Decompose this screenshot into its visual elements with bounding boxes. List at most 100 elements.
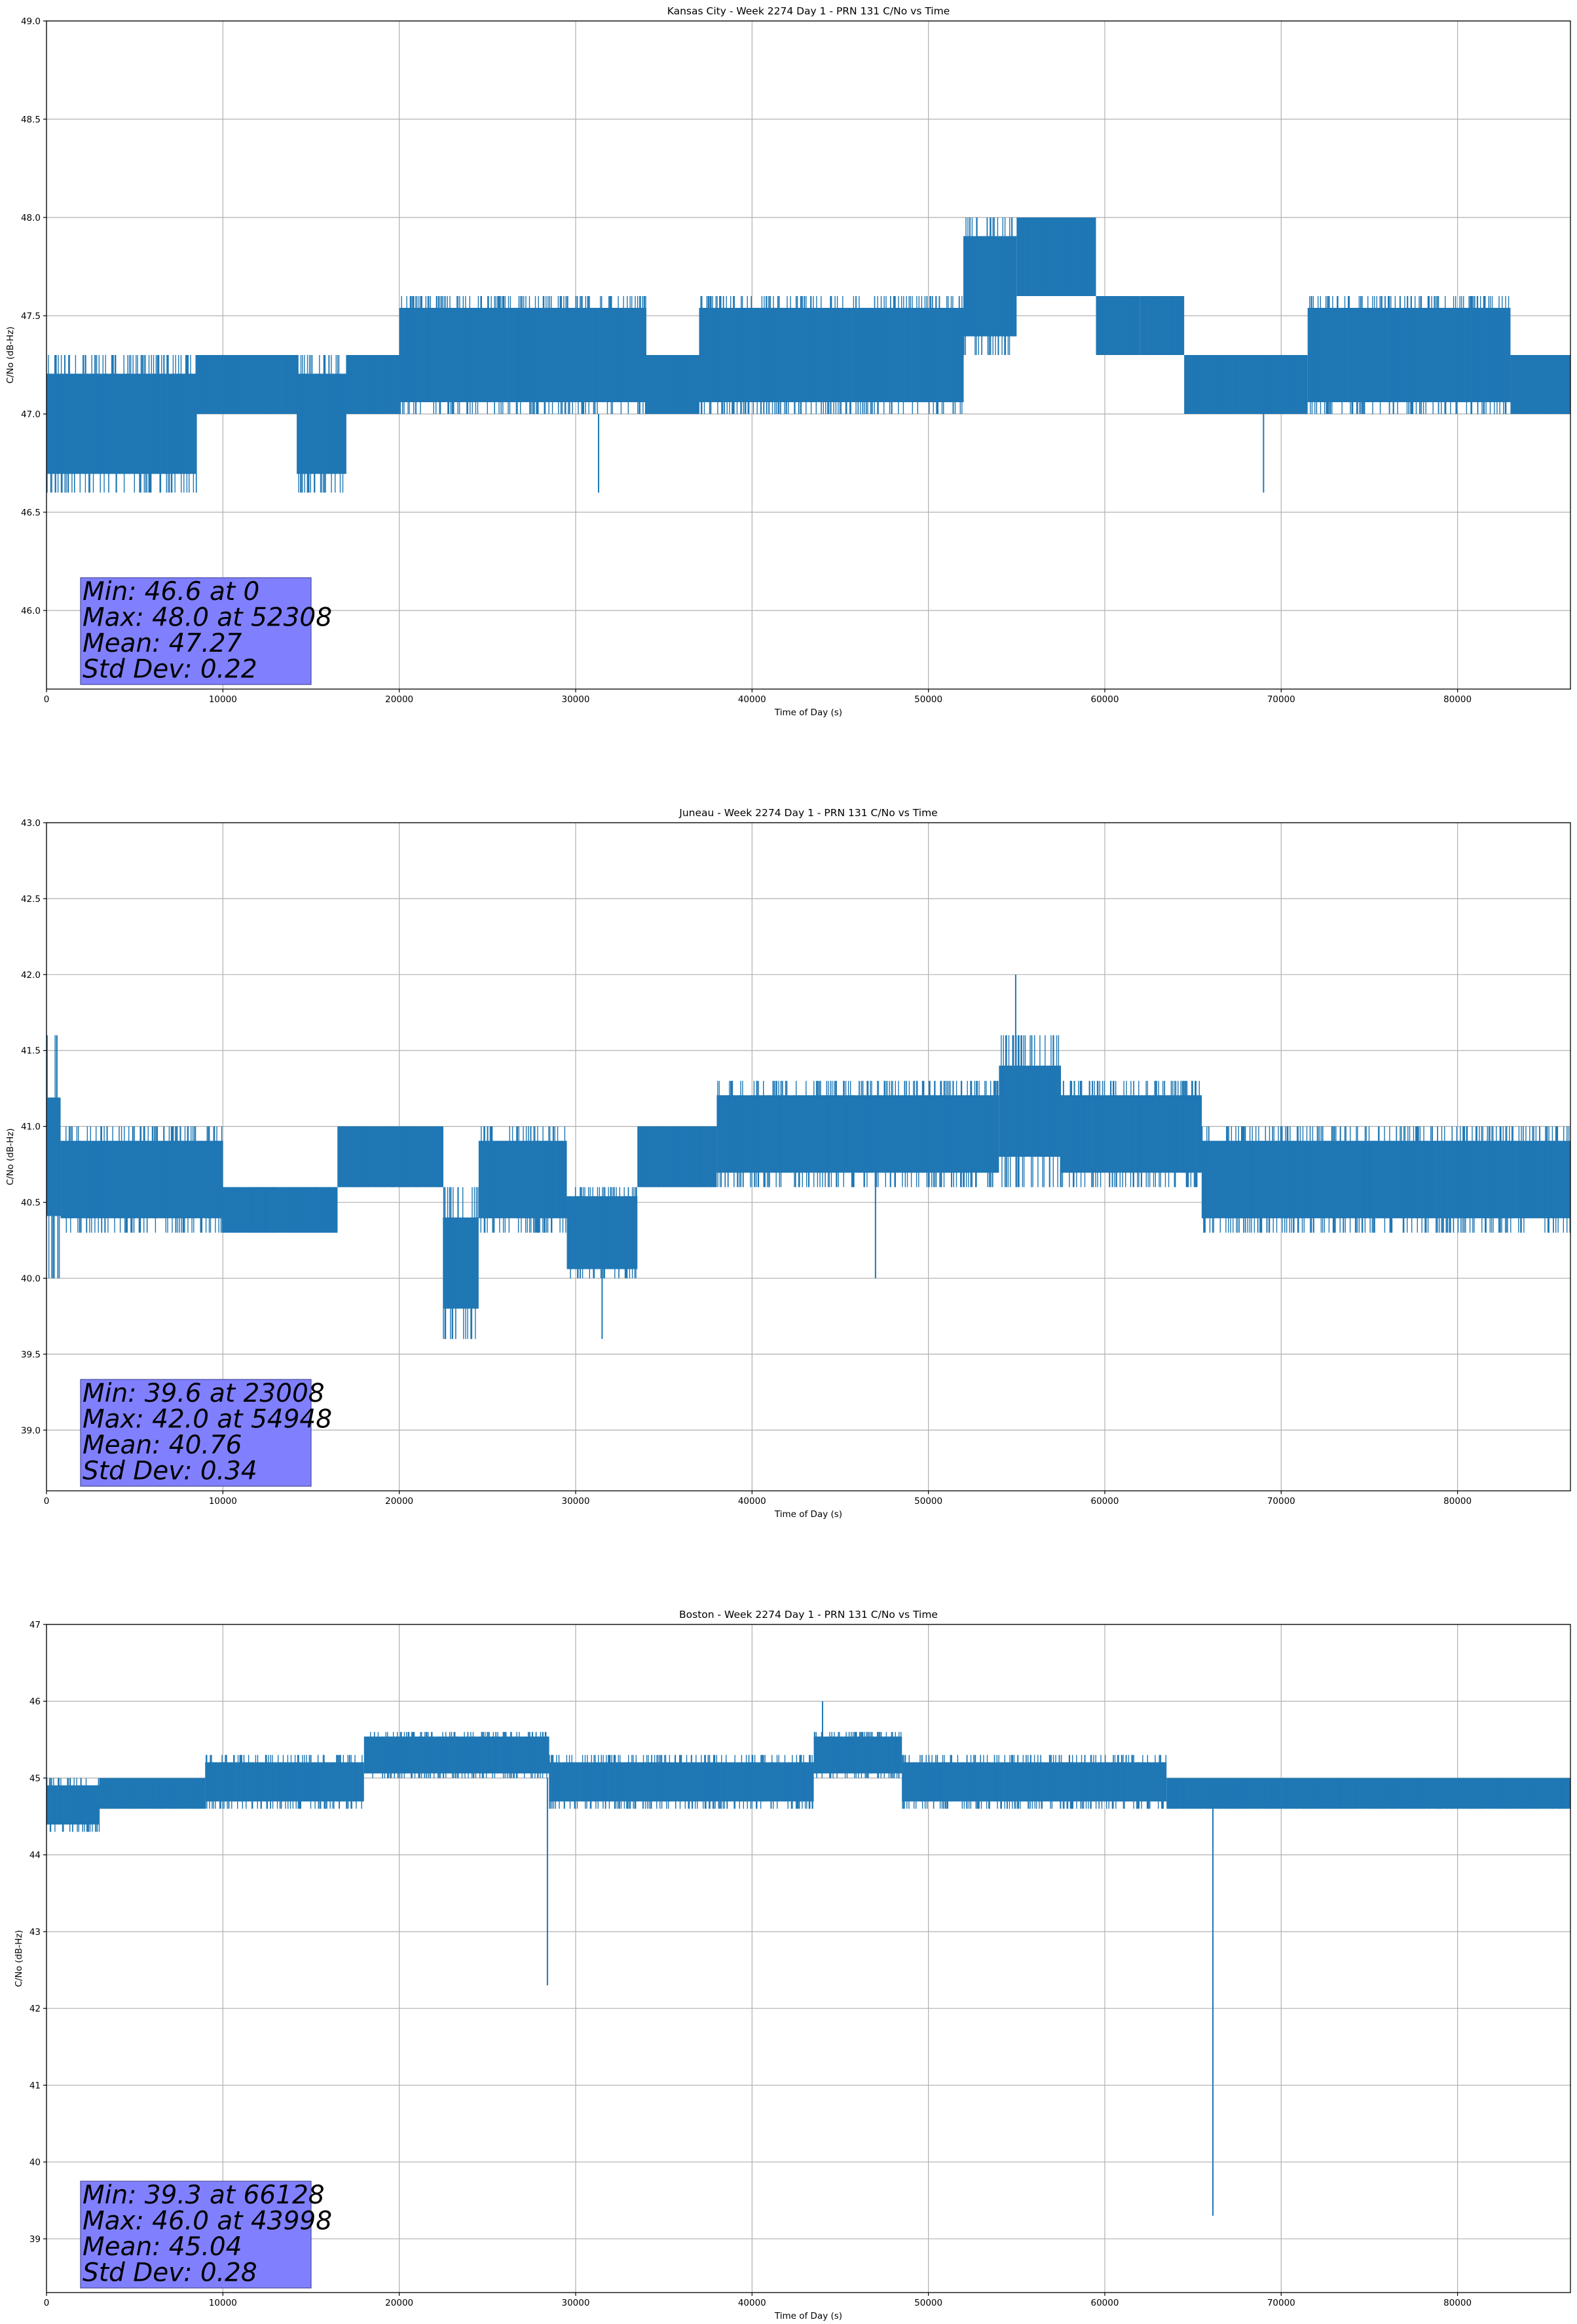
stats-box [80,577,312,685]
chart-panel-1: 0 10000 20000 30000 40000 50000 60000 70000 8000… [5,5,1571,718]
band-jitter [443,1187,479,1340]
band-jitter [196,355,298,414]
band-jitter [1001,1035,1061,1188]
x-tick-label: 0 [44,1496,50,1507]
band-jitter [65,1126,223,1233]
x-tick-label: 40000 [738,694,766,705]
x-tick-label: 70000 [1267,1496,1295,1507]
stats-line: Max: 46.0 at 43998 [83,2207,332,2236]
stats-line: Max: 42.0 at 54948 [83,1405,332,1434]
axes-frame [46,822,1571,1491]
y-tick-label: 46.5 [21,508,41,518]
y-tick-label: 46.0 [21,606,41,616]
y-tick-label: 39.0 [21,1425,41,1436]
band-jitter [1140,296,1184,355]
x-tick-label: 0 [44,2298,50,2308]
stats-line: Std Dev: 0.34 [83,1457,257,1486]
y-tick-label: 40.0 [21,1273,41,1284]
band-jitter [346,355,399,414]
chart-panel-2: 0 10000 20000 30000 40000 50000 60000 70000 8000… [5,807,1571,1520]
stats-line: Min: 46.6 at 0 [83,577,259,607]
band-core [363,1736,549,1774]
y-tick-label: 41.0 [21,1122,41,1133]
y-tick-label: 39.5 [21,1349,41,1360]
stats-line: Min: 39.6 at 23008 [83,1379,325,1408]
band-jitter [1017,217,1096,296]
stats-box [80,2181,312,2289]
x-axis-label: Time of Day (s) [774,1509,842,1520]
band-jitter [1185,355,1307,414]
band-jitter [1333,1126,1570,1233]
y-axis-label: C/No (dB-Hz) [5,326,16,383]
y-tick-label: 44 [29,1850,41,1861]
band-jitter [1309,296,1510,414]
y-axis-label: C/No (dB-Hz) [14,1930,24,1987]
band-jitter [46,355,197,493]
axes-frame [46,1624,1571,2293]
x-tick-label: 30000 [562,2298,590,2308]
y-tick-label: 42 [29,2004,41,2014]
x-tick-label: 60000 [1090,694,1119,705]
band-jitter [46,1035,60,1279]
chart-title: Kansas City - Week 2274 Day 1 - PRN 131 … [667,5,950,17]
band-jitter [399,296,646,414]
y-tick-label: 45 [29,1773,41,1784]
chart-title: Juneau - Week 2274 Day 1 - PRN 131 C/No … [678,807,937,819]
y-tick-label: 43.0 [21,818,41,829]
stats-line: Mean: 47.27 [83,629,242,658]
band-jitter [639,1126,715,1188]
band-jitter [1168,1778,1567,1809]
x-tick-label: 20000 [385,694,413,705]
x-tick-label: 0 [44,694,50,705]
x-tick-label: 80000 [1443,2298,1472,2308]
x-tick-label: 60000 [1090,2298,1119,2308]
y-tick-label: 47 [29,1620,41,1630]
stats-line: Std Dev: 0.28 [83,2258,257,2288]
x-tick-label: 10000 [209,694,237,705]
stats-line: Min: 39.3 at 66128 [83,2181,325,2210]
y-tick-label: 40.5 [21,1198,41,1209]
band-jitter [1201,1126,1335,1233]
axes-frame [46,20,1571,690]
x-tick-label: 50000 [914,694,942,705]
stats-line: Std Dev: 0.22 [83,655,257,684]
band-jitter [549,1755,813,1809]
band-core [1202,1140,1335,1218]
series-line [46,1701,1570,2216]
y-tick-label: 47.5 [21,311,41,322]
chart-title: Boston - Week 2274 Day 1 - PRN 131 C/No … [679,1609,938,1621]
band-jitter [205,1755,363,1809]
x-tick-label: 10000 [209,2298,237,2308]
band-jitter [480,1126,566,1233]
band-jitter [902,1755,1052,1809]
x-tick-label: 70000 [1267,2298,1295,2308]
series-line [46,974,1570,1340]
band-jitter [570,1187,637,1279]
x-tick-label: 70000 [1267,694,1295,705]
band-jitter [700,296,963,414]
band-jitter [370,1732,547,1778]
stats-box [80,1379,312,1487]
x-tick-label: 50000 [914,1496,942,1507]
band-jitter [813,1732,902,1778]
y-tick-label: 47.0 [21,409,41,420]
x-axis-label: Time of Day (s) [774,707,842,718]
x-tick-label: 40000 [738,1496,766,1507]
band-jitter [1511,355,1570,414]
band-core [813,1736,902,1774]
band-jitter [297,355,344,493]
series-line [46,217,1570,493]
band-jitter [337,1126,443,1188]
x-tick-label: 20000 [385,2298,413,2308]
y-tick-label: 42.0 [21,970,41,981]
stats-line: Max: 48.0 at 52308 [83,603,332,633]
stats-line: Mean: 40.76 [83,1431,242,1460]
band-jitter [99,1778,204,1809]
y-tick-label: 42.5 [21,894,41,905]
y-tick-label: 41 [29,2080,41,2091]
x-tick-label: 30000 [562,1496,590,1507]
y-tick-label: 43 [29,1927,41,1938]
x-tick-label: 10000 [209,1496,237,1507]
x-tick-label: 60000 [1090,1496,1119,1507]
